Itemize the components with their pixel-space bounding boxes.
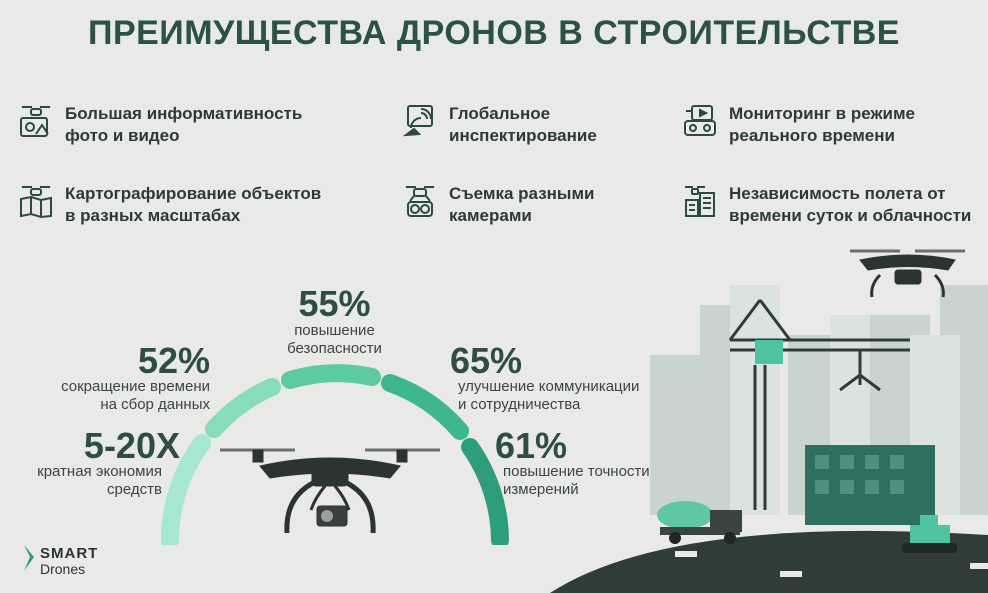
stat-caption-line: безопасности — [287, 340, 382, 357]
drone-illustration — [220, 448, 440, 534]
arc-segment — [161, 434, 211, 545]
drone-city-icon — [685, 186, 715, 217]
page-title: ПРЕИМУЩЕСТВА ДРОНОВ В СТРОИТЕЛЬСТВЕ — [88, 14, 900, 52]
stat-caption-line: повышение точности — [503, 463, 650, 480]
feature-label: инспектирование — [449, 126, 597, 145]
feature-label: времени суток и облачности — [729, 206, 972, 225]
drone-photo-icon — [20, 106, 50, 137]
stat-caption: кратная экономия средств — [10, 463, 162, 499]
stat-caption-line: повышение — [294, 322, 375, 339]
remote-controller-icon — [684, 105, 716, 136]
feature-label: реального времени — [729, 126, 895, 145]
stat-caption: сокращение времени на сбор данных — [20, 378, 210, 414]
feature-mapping: Картографирование объектов в разных масшт… — [18, 183, 321, 227]
progress-arc — [161, 364, 509, 545]
satellite-dish-icon — [402, 105, 433, 137]
feature-monitoring: Мониторинг в режиме реального времени — [682, 103, 915, 147]
feature-independence: Независимость полета от времени суток и о… — [682, 183, 971, 227]
stat-value: 55% — [298, 283, 371, 324]
feature-inspection: Глобальное инспектирование — [402, 103, 597, 147]
logo-subtext: Drones — [40, 561, 86, 577]
feature-label: фото и видео — [65, 126, 180, 145]
stat-caption-line: на сбор данных — [100, 396, 210, 413]
arc-segment — [381, 374, 469, 440]
feature-label: Независимость полета от — [729, 184, 946, 203]
stat-caption: улучшение коммуникации и сотрудничества — [458, 378, 678, 414]
arc-segment — [461, 438, 509, 545]
feature-label: Картографирование объектов — [65, 184, 322, 203]
feature-label: Большая информативность — [65, 104, 303, 123]
feature-cameras: Съемка разными камерами — [402, 183, 594, 227]
stat-caption-line: средств — [107, 481, 162, 498]
stat-value: 52% — [137, 340, 210, 381]
stat-caption: повышение безопасности — [247, 322, 422, 358]
feature-label: камерами — [449, 206, 532, 225]
stat-caption-line: улучшение коммуникации — [458, 378, 640, 395]
stat-caption-line: и сотрудничества — [458, 396, 581, 413]
logo-mark-icon — [24, 545, 34, 571]
stat-caption-line: сокращение времени — [61, 378, 210, 395]
drone-camera-icon — [406, 186, 434, 217]
feature-label: в разных масштабах — [65, 206, 241, 225]
construction-scene — [550, 249, 988, 593]
stat-caption: повышение точности измерений — [503, 463, 678, 499]
arc-segment — [281, 364, 381, 389]
feature-label: Мониторинг в режиме — [729, 104, 915, 123]
arc-segment — [205, 378, 281, 438]
feature-label: Глобальное — [449, 104, 551, 123]
stat-caption-line: кратная экономия — [37, 463, 162, 480]
logo-text: SMART — [40, 545, 99, 562]
feature-photo-video: Большая информативность фото и видео — [18, 103, 302, 147]
stat-caption-line: измерений — [503, 481, 579, 498]
stat-value: 65% — [450, 340, 523, 381]
feature-label: Съемка разными — [449, 184, 595, 203]
stat-value: 5-20X — [83, 425, 180, 466]
drone-map-icon — [20, 186, 52, 219]
stat-value: 61% — [495, 425, 568, 466]
